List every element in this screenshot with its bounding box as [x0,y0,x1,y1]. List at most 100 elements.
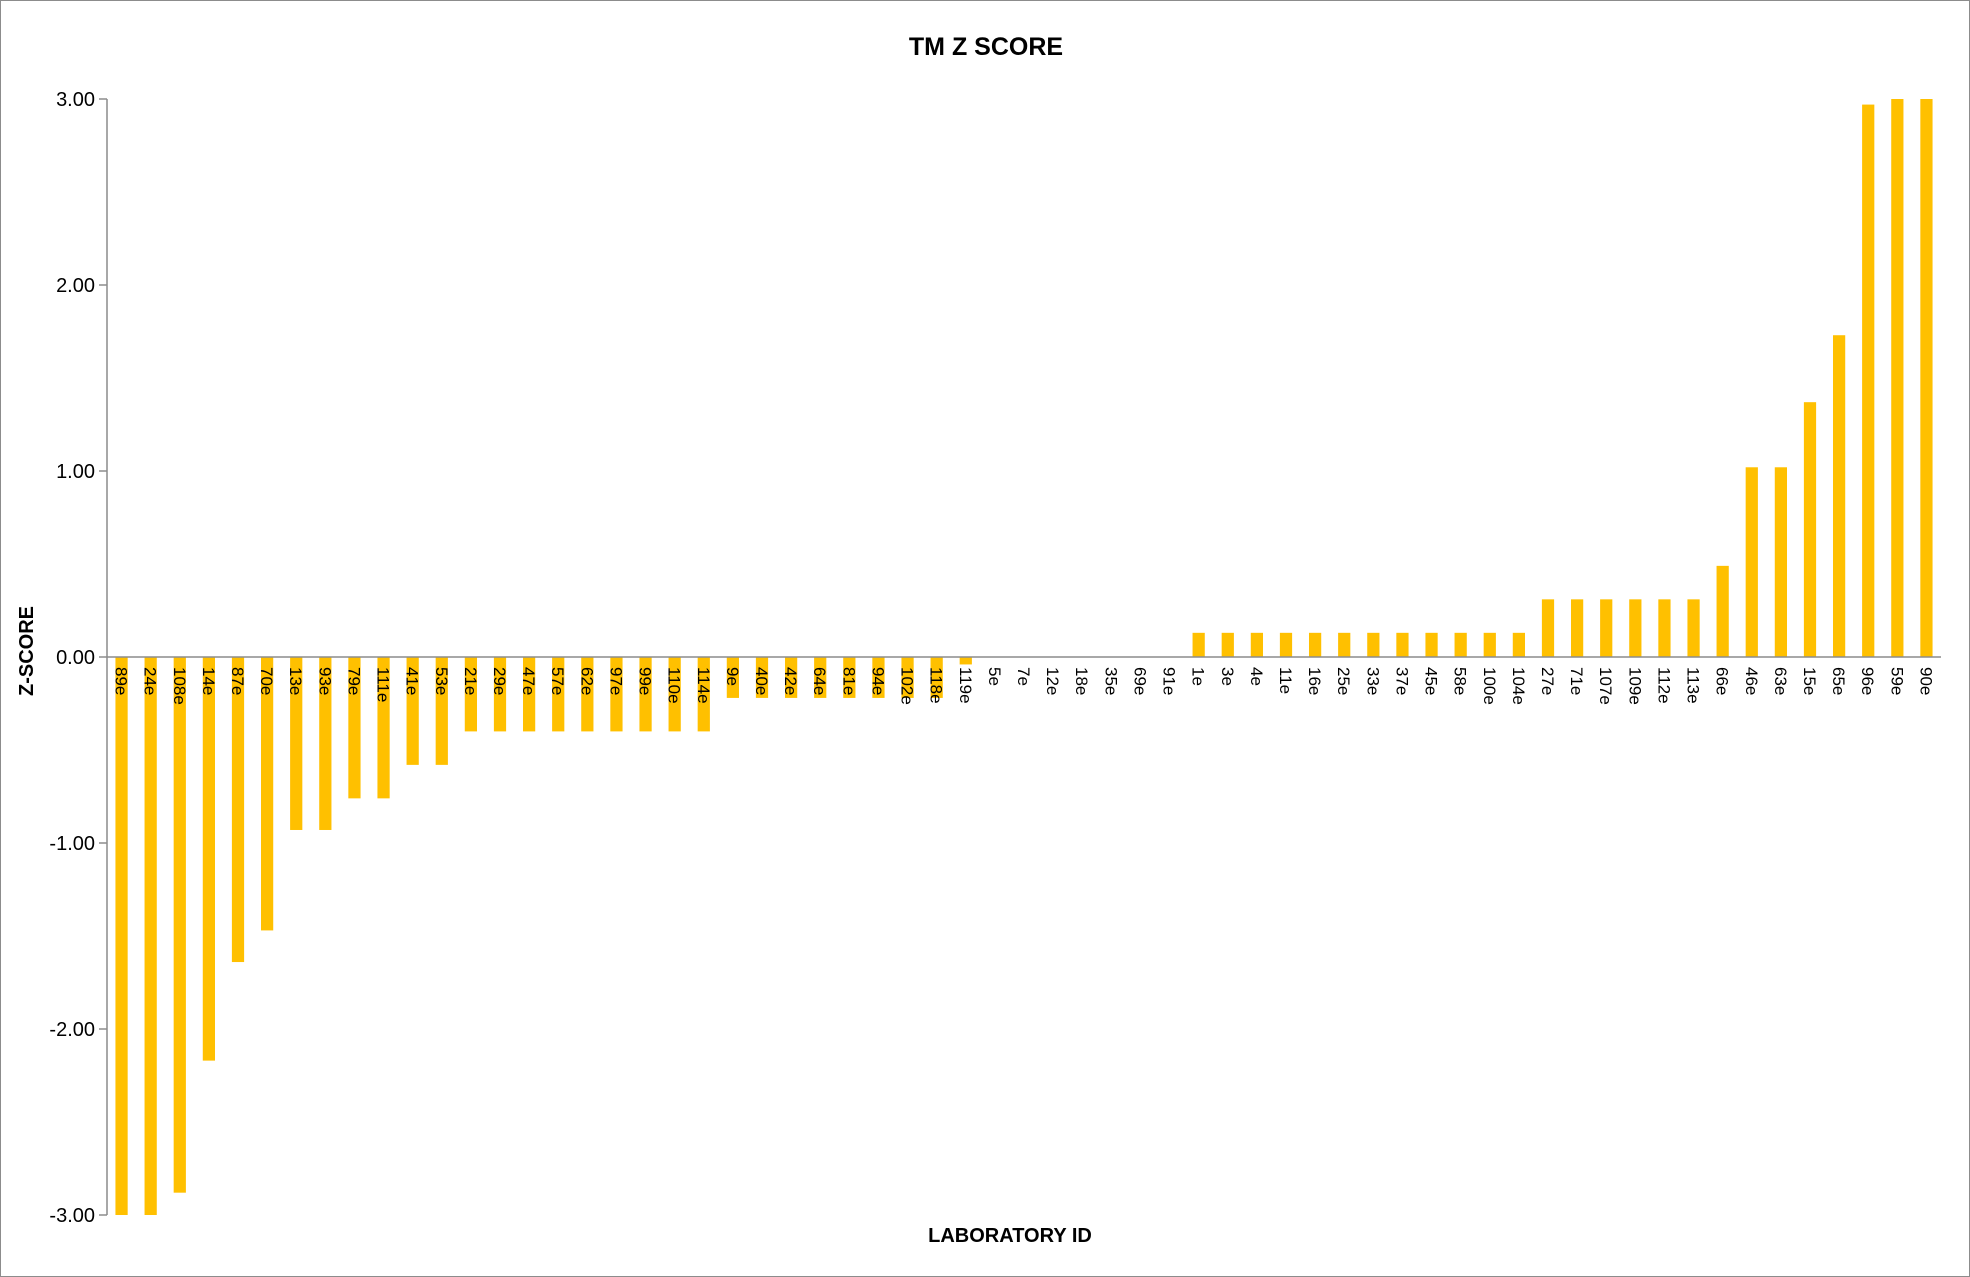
category-label: 33e [1363,667,1382,695]
y-axis: 3.00 2.00 1.00 0.00 -1.00 -2.00 -3.00 [49,89,108,1227]
bar [1338,632,1351,657]
bar [435,657,448,765]
bar [173,657,186,1193]
category-label: 21e [461,667,480,695]
bar [1629,599,1642,657]
bar [1192,632,1205,657]
category-label: 79e [344,667,363,695]
bar [872,657,885,698]
bar [581,657,594,732]
x-axis-title: LABORATORY ID [928,1225,1092,1247]
bar [1396,632,1409,657]
category-label: 94e [868,667,887,695]
category-label: 46e [1742,667,1761,695]
category-label: 102e [898,667,917,705]
category-label: 58e [1451,667,1470,695]
bar [1570,599,1584,657]
bar [1425,632,1438,657]
bar [639,657,652,732]
bar [1774,467,1788,657]
bar [464,657,478,732]
category-label: 63e [1771,667,1790,695]
category-label: 53e [432,667,451,695]
category-label: 40e [752,667,771,695]
bar [115,657,128,1215]
category-label: 114e [694,667,713,704]
bar [1891,99,1904,657]
category-label: 57e [548,667,567,695]
bar [260,657,274,931]
bar [1250,632,1264,657]
category-label: 64e [810,667,829,695]
bar [755,657,769,698]
bar [377,657,390,799]
category-label: 62e [577,667,596,695]
category-label: 45e [1422,667,1441,695]
category-label: 100e [1480,667,1499,705]
category-label: 7e [1014,667,1033,686]
bar [202,657,216,1061]
category-label: 113e [1684,667,1703,704]
category-label: 47e [519,667,538,695]
bar [959,657,972,665]
bar [319,657,332,830]
bar [697,657,710,732]
bar [522,657,536,732]
bar [552,657,565,732]
bar [1221,632,1234,657]
category-label: 107e [1596,667,1615,705]
category-label: 119e [956,667,975,704]
category-label: 109e [1625,667,1644,705]
bar [901,657,914,698]
category-label: 89e [112,667,131,695]
bar [1745,467,1758,657]
category-label: 70e [257,667,276,695]
y-axis-title: Z-SCORE [16,606,38,696]
category-label: 15e [1800,667,1819,695]
category-label: 69e [1130,667,1149,695]
bar [1658,599,1671,657]
category-label: 104e [1509,667,1528,705]
bar [843,657,856,698]
category-label: 5e [985,667,1004,686]
bar [1832,335,1846,657]
bar [1367,632,1380,657]
category-label: 3e [1218,667,1237,686]
bar [290,657,303,830]
category-label: 71e [1567,667,1586,695]
bar [1308,632,1322,657]
bar [1541,599,1555,657]
category-label: 41e [403,667,422,695]
bar [930,657,943,698]
bar [1687,599,1700,657]
category-label: 9e [723,667,742,686]
category-label: 35e [1101,667,1120,695]
bar [1920,99,1933,657]
category-label: 90e [1916,667,1935,695]
category-label: 87e [228,667,247,695]
category-label: 99e [636,667,655,695]
bar [784,657,798,698]
category-label: 37e [1392,667,1411,695]
category-label: 91e [1160,667,1179,695]
category-label: 24e [141,667,160,695]
category-label: 97e [606,667,625,695]
bar [1279,632,1293,657]
category-label: 112e [1654,667,1673,704]
y-tick-label: 1.00 [56,461,95,483]
category-label: 11e [1276,667,1295,694]
bars [115,99,1933,1215]
bar [610,657,623,732]
category-label: 96e [1858,667,1877,695]
y-tick-label: -1.00 [49,833,95,855]
category-label: 111e [374,667,393,702]
y-tick-label: -2.00 [49,1019,95,1041]
category-label: 93e [315,667,334,695]
category-label: 27e [1538,667,1557,695]
bar [231,657,245,963]
y-tick-label: 2.00 [56,275,95,297]
y-tick-label: 3.00 [56,89,95,111]
category-label: 81e [839,667,858,695]
